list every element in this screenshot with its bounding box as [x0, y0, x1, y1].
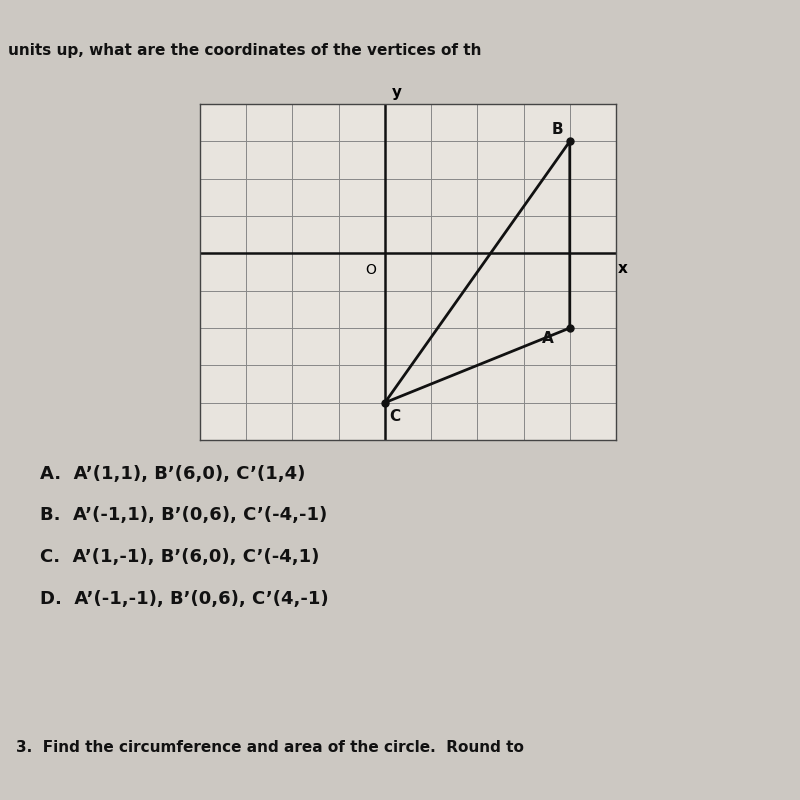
Text: x: x: [618, 261, 628, 276]
Text: units up, what are the coordinates of the vertices of th: units up, what are the coordinates of th…: [8, 43, 482, 58]
Text: y: y: [391, 86, 402, 100]
Text: O: O: [366, 263, 377, 277]
Text: C: C: [390, 410, 401, 424]
Text: ▲riangle ABC is shown on the coordi...: ▲riangle ABC is shown on the coordi...: [8, 5, 325, 20]
Text: A: A: [542, 331, 554, 346]
Text: B: B: [551, 122, 563, 137]
Text: C.  A’(1,-1), B’(6,0), C’(-4,1): C. A’(1,-1), B’(6,0), C’(-4,1): [40, 548, 319, 566]
Text: 3.  Find the circumference and area of the circle.  Round to: 3. Find the circumference and area of th…: [16, 740, 524, 755]
Text: B.  A’(-1,1), B’(0,6), C’(-4,-1): B. A’(-1,1), B’(0,6), C’(-4,-1): [40, 506, 327, 524]
Text: D.  A’(-1,-1), B’(0,6), C’(4,-1): D. A’(-1,-1), B’(0,6), C’(4,-1): [40, 590, 329, 608]
Text: A.  A’(1,1), B’(6,0), C’(1,4): A. A’(1,1), B’(6,0), C’(1,4): [40, 466, 306, 483]
